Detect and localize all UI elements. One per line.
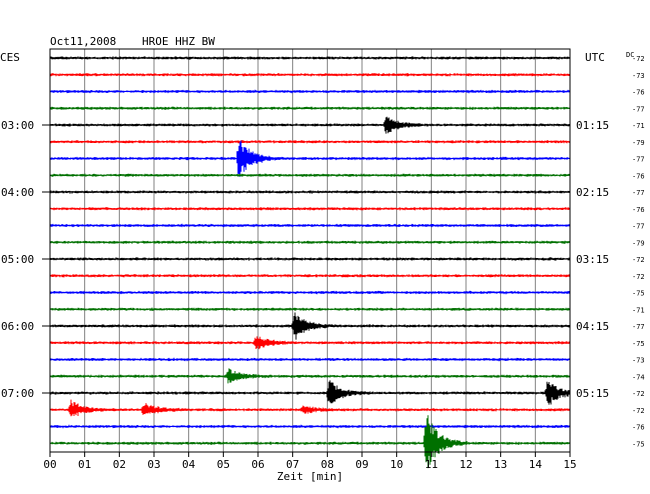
- station-code: HROE HHZ BW: [142, 35, 215, 48]
- left-time-label: 05:00: [1, 253, 34, 266]
- dc-offset-value: -76: [632, 89, 645, 97]
- dc-offset-value: -77: [632, 223, 645, 231]
- x-tick-label: 06: [251, 458, 264, 471]
- right-time-label: 04:15: [576, 320, 609, 333]
- record-date: Oct11,2008: [50, 35, 116, 48]
- right-timezone-label: UTC: [585, 51, 605, 64]
- dc-offset-value: -75: [632, 440, 645, 448]
- x-axis-ticks: 00 01 02 03 04 05 06 07 08 09 10 11 12 13 14 15: [43, 452, 577, 471]
- x-tick-label: 05: [217, 458, 230, 471]
- left-timezone-label: CES: [0, 51, 20, 64]
- dc-offset-value: -76: [632, 172, 645, 180]
- right-time-label: 01:15: [576, 119, 609, 132]
- right-time-labels: 01:15 02:15 03:15 04:15 05:15: [576, 119, 609, 400]
- x-tick-label: 03: [147, 458, 160, 471]
- dc-offset-value: -76: [632, 206, 645, 214]
- dc-offset-labels: -72 -73 -76 -77 -71 -79 -77 -76 -77 -76 -77 -79 -72 -…: [632, 55, 645, 448]
- dc-offset-value: -72: [632, 55, 645, 63]
- dc-offset-value: -71: [632, 306, 645, 314]
- plot-frame: [49, 48, 571, 453]
- dc-offset-value: -79: [632, 139, 645, 147]
- left-time-labels: 03:00 04:00 05:00 06:00 07:00: [1, 119, 50, 400]
- x-tick-label: 10: [390, 458, 403, 471]
- x-tick-label: 09: [355, 458, 368, 471]
- x-tick-label: 08: [321, 458, 334, 471]
- left-time-label: 04:00: [1, 186, 34, 199]
- x-tick-label: 02: [113, 458, 126, 471]
- left-time-label: 07:00: [1, 387, 34, 400]
- x-tick-label: 00: [43, 458, 56, 471]
- dc-offset-value: -77: [632, 189, 645, 197]
- x-tick-label: 04: [182, 458, 196, 471]
- x-tick-label: 14: [529, 458, 543, 471]
- x-tick-label: 07: [286, 458, 299, 471]
- x-tick-label: 15: [563, 458, 576, 471]
- right-time-label: 03:15: [576, 253, 609, 266]
- x-axis-label: Zeit [min]: [277, 470, 343, 483]
- x-tick-label: 11: [425, 458, 438, 471]
- grid-lines: [84, 49, 536, 452]
- dc-offset-value: -77: [632, 323, 645, 331]
- dc-offset-value: -75: [632, 290, 645, 298]
- x-tick-label: 12: [459, 458, 472, 471]
- dc-offset-value: -72: [632, 256, 645, 264]
- x-tick-label: 01: [78, 458, 91, 471]
- dc-offset-value: -79: [632, 239, 645, 247]
- dc-offset-value: -77: [632, 156, 645, 164]
- dc-offset-value: -73: [632, 72, 645, 80]
- dc-offset-header: DC: [626, 51, 634, 59]
- dc-offset-value: -77: [632, 105, 645, 113]
- x-tick-label: 13: [494, 458, 507, 471]
- right-time-label: 02:15: [576, 186, 609, 199]
- left-time-label: 03:00: [1, 119, 34, 132]
- dc-offset-value: -75: [632, 340, 645, 348]
- right-time-label: 05:15: [576, 387, 609, 400]
- dc-offset-value: -73: [632, 357, 645, 365]
- dc-offset-value: -76: [632, 424, 645, 432]
- dc-offset-value: -72: [632, 390, 645, 398]
- dc-offset-value: -71: [632, 122, 645, 130]
- left-time-label: 06:00: [1, 320, 34, 333]
- dc-offset-value: -72: [632, 407, 645, 415]
- dc-offset-value: -74: [632, 373, 645, 381]
- dc-offset-value: -72: [632, 273, 645, 281]
